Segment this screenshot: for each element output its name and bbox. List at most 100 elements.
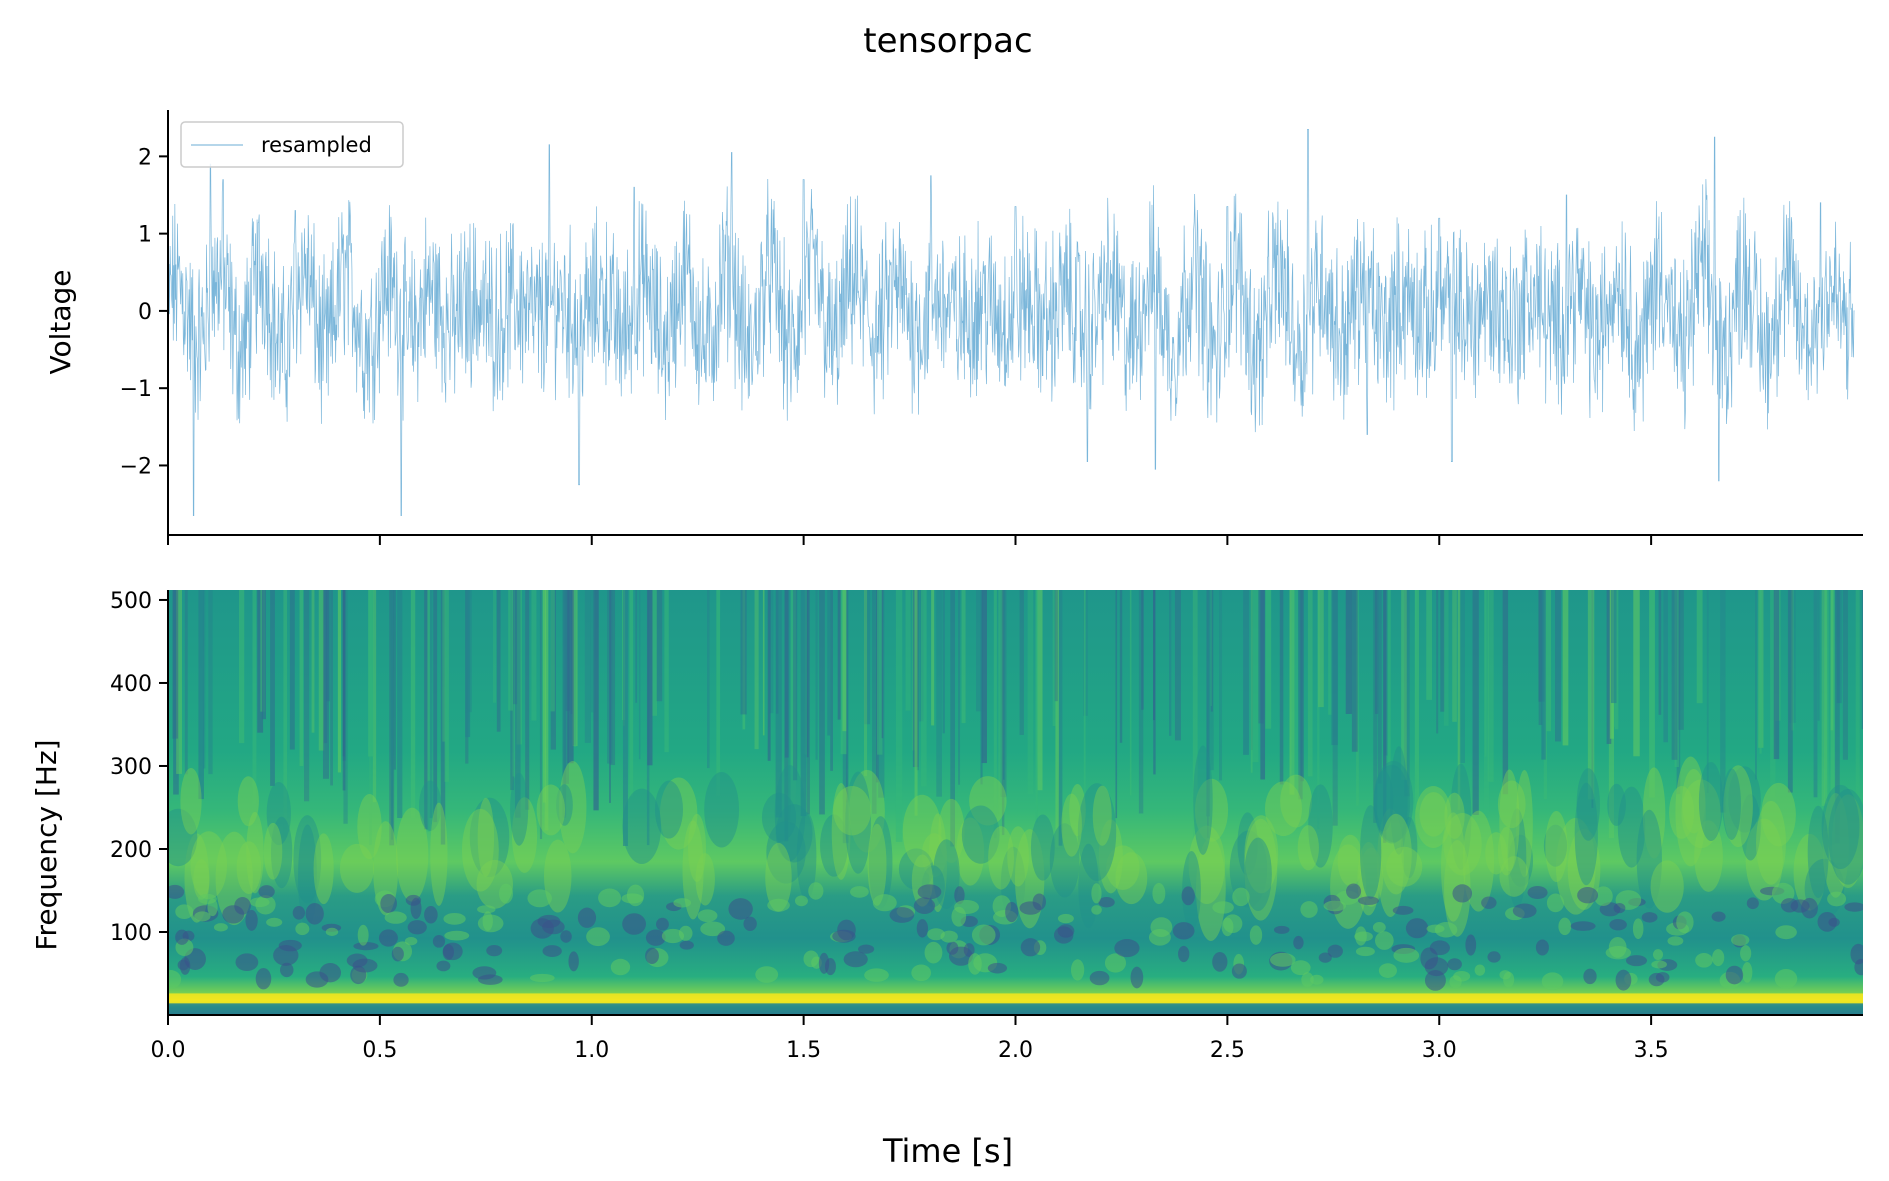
spectrogram-streak: [1440, 590, 1445, 712]
spectrogram-blob: [1293, 935, 1304, 950]
spectrogram-streak: [1706, 590, 1709, 793]
spectrogram-streak: [550, 590, 555, 712]
spectrogram-streak: [976, 590, 982, 712]
spectrogram-blob: [1337, 834, 1363, 887]
spectrogram-blob: [1499, 856, 1529, 897]
spectrogram-blob: [1212, 952, 1228, 972]
spectrogram-y-tick-label: 300: [110, 755, 152, 780]
spectrogram-streak: [1458, 590, 1465, 763]
spectrogram-blob: [1827, 891, 1847, 907]
spectrogram-blob: [697, 909, 718, 923]
spectrogram-blob: [1642, 767, 1666, 859]
spectrogram-streak: [1773, 590, 1780, 760]
spectrogram-streak: [563, 590, 569, 784]
spectrogram-streak: [775, 590, 782, 818]
spectrogram-streak: [1830, 590, 1834, 731]
spectrogram-blob: [1244, 837, 1272, 912]
spectrogram-streak: [1169, 590, 1172, 736]
spectrogram-blob: [1104, 953, 1127, 973]
spectrogram-blob: [1091, 883, 1102, 904]
spectrogram-streak: [980, 590, 983, 785]
spectrogram-streak: [397, 590, 403, 818]
spectrogram-blob: [1346, 883, 1362, 899]
spectrogram-blob: [180, 768, 202, 835]
spectrogram-blob: [766, 821, 806, 884]
spectrogram-streak: [1027, 590, 1034, 795]
spectrogram-blob: [1605, 945, 1631, 960]
voltage-panel: −2 −1 0 1 2 Voltage resampled: [44, 110, 1863, 545]
spectrogram-blob: [1607, 783, 1626, 827]
spectrogram-streak: [311, 590, 315, 733]
spectrogram-streak: [931, 590, 935, 726]
spectrogram-blob: [1290, 960, 1311, 976]
spectrogram-streak: [1830, 590, 1835, 846]
spectrogram-streak: [516, 590, 522, 745]
spectrogram-blob: [1300, 901, 1318, 918]
spectrogram-streak: [1546, 590, 1552, 732]
spectrogram-streak: [1696, 590, 1703, 704]
spectrogram-blob: [1318, 952, 1332, 963]
spectrogram-streak: [270, 590, 275, 786]
spectrogram-blob: [1193, 745, 1213, 855]
spectrogram-blob: [246, 811, 264, 894]
spectrogram-streak: [567, 590, 574, 764]
spectrogram-streak: [1019, 590, 1024, 735]
spectrogram-streak: [961, 590, 966, 724]
spectrogram-streak: [1258, 590, 1264, 724]
voltage-trace: [168, 128, 1855, 517]
spectrogram-x-tick-label: 3.5: [1634, 1038, 1669, 1063]
spectrogram-streak: [1260, 590, 1266, 780]
spectrogram-blob: [568, 951, 579, 972]
spectrogram-blob: [1373, 760, 1414, 843]
spectrogram-streak: [1436, 590, 1439, 734]
spectrogram-streak: [428, 590, 433, 819]
spectrogram-blob: [1625, 955, 1648, 967]
spectrogram-blob: [902, 794, 942, 868]
spectrogram-blob: [1323, 900, 1347, 912]
spectrogram-blob: [404, 936, 418, 946]
spectrogram-streak: [330, 590, 333, 786]
spectrogram-streak: [574, 590, 577, 748]
spectrogram-streak: [343, 590, 348, 824]
spectrogram-streak: [541, 590, 545, 815]
spectrogram-streak: [1610, 590, 1617, 704]
spectrogram-x-tick-label: 2.5: [1210, 1038, 1245, 1063]
spectrogram-streak: [716, 590, 721, 796]
spectrogram-streak: [1401, 590, 1407, 780]
spectrogram-band-floor: [168, 1003, 1863, 1015]
spectrogram-streak: [942, 590, 945, 734]
spectrogram-streak: [424, 590, 429, 830]
spectrogram-blob: [1617, 786, 1646, 868]
spectrogram-blob: [234, 897, 251, 915]
spectrogram-blob: [1221, 917, 1234, 937]
spectrogram-blob: [1386, 846, 1423, 887]
spectrogram-blob: [1546, 893, 1565, 913]
spectrogram-blob: [1310, 974, 1324, 985]
spectrogram-streak: [1720, 590, 1726, 813]
spectrogram-streak: [393, 590, 396, 770]
spectrogram-blob: [556, 784, 573, 826]
spectrogram-blob: [266, 782, 291, 846]
spectrogram-streak: [1289, 590, 1295, 795]
spectrogram-blob: [971, 924, 996, 946]
spectrogram-blob: [1308, 784, 1333, 868]
spectrogram-blob: [621, 893, 644, 904]
spectrogram-streak: [202, 590, 206, 769]
spectrogram-blob: [833, 785, 872, 836]
spectrogram-blob: [622, 913, 646, 935]
spectrogram-blob: [419, 780, 442, 831]
spectrogram-blob: [1280, 774, 1312, 828]
spectrogram-streak: [1383, 590, 1387, 843]
spectrogram-streak: [1678, 590, 1684, 730]
spectrogram-x-tick-label: 3.0: [1422, 1038, 1457, 1063]
spectrogram-streak: [184, 590, 188, 775]
spectrogram-streak: [1414, 590, 1417, 808]
spectrogram-blob: [1577, 886, 1599, 904]
spectrogram-streak: [1404, 590, 1410, 797]
spectrogram-blob: [586, 927, 610, 947]
spectrogram-blob: [498, 883, 514, 904]
spectrogram-blob: [755, 966, 779, 983]
spectrogram-blob: [913, 897, 936, 915]
spectrogram-streak: [1606, 590, 1612, 744]
